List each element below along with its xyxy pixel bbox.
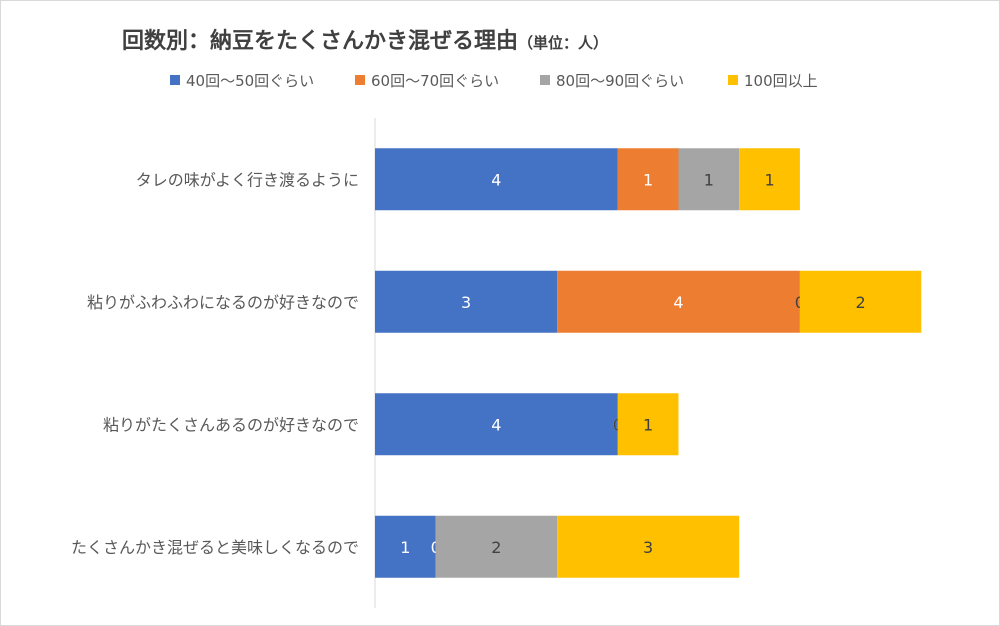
data-label: 1 bbox=[764, 170, 774, 189]
data-label: 4 bbox=[673, 293, 683, 312]
data-label: 4 bbox=[491, 415, 501, 434]
data-label: 1 bbox=[643, 170, 653, 189]
data-label: 1 bbox=[704, 170, 714, 189]
category-label: 粘りがふわふわになるのが好きなので bbox=[87, 293, 359, 312]
bar-segment bbox=[375, 270, 558, 333]
data-label: 1 bbox=[400, 538, 410, 557]
chart-title: 回数別：納豆をたくさんかき混ぜる理由（単位：人） bbox=[122, 28, 608, 54]
legend-swatch bbox=[355, 75, 365, 85]
data-label: 3 bbox=[643, 538, 653, 557]
data-label: 2 bbox=[491, 538, 501, 557]
bar-segment bbox=[617, 148, 679, 211]
chart-title-main: 回数別：納豆をたくさんかき混ぜる理由 bbox=[122, 28, 518, 54]
data-label: 1 bbox=[643, 415, 653, 434]
legend-label: 40回〜50回ぐらい bbox=[186, 72, 314, 90]
legend-swatch bbox=[728, 75, 738, 85]
bar-segment bbox=[617, 393, 679, 456]
bar-segment bbox=[799, 270, 922, 333]
category-label: たくさんかき混ぜると美味しくなるので bbox=[71, 538, 359, 557]
bar-segment bbox=[435, 515, 558, 578]
data-label: 3 bbox=[461, 293, 471, 312]
category-label: 粘りがたくさんあるのが好きなので bbox=[103, 415, 359, 434]
category-label: タレの味がよく行き渡るように bbox=[136, 170, 359, 189]
legend-label: 80回〜90回ぐらい bbox=[556, 72, 684, 90]
legend-swatch bbox=[170, 75, 180, 85]
bar-segment bbox=[678, 148, 740, 211]
bar-segment bbox=[557, 270, 800, 333]
bar-segment bbox=[557, 515, 740, 578]
legend-label: 100回以上 bbox=[744, 72, 818, 90]
bar-segment bbox=[375, 393, 618, 456]
chart-title-unit: （単位：人） bbox=[518, 34, 608, 52]
legend-label: 60回〜70回ぐらい bbox=[371, 72, 499, 90]
bar-segment bbox=[375, 515, 436, 578]
bar-segment bbox=[739, 148, 800, 211]
data-label: 4 bbox=[491, 170, 501, 189]
legend-swatch bbox=[540, 75, 550, 85]
data-label: 2 bbox=[856, 293, 866, 312]
bar-segment bbox=[375, 148, 618, 211]
